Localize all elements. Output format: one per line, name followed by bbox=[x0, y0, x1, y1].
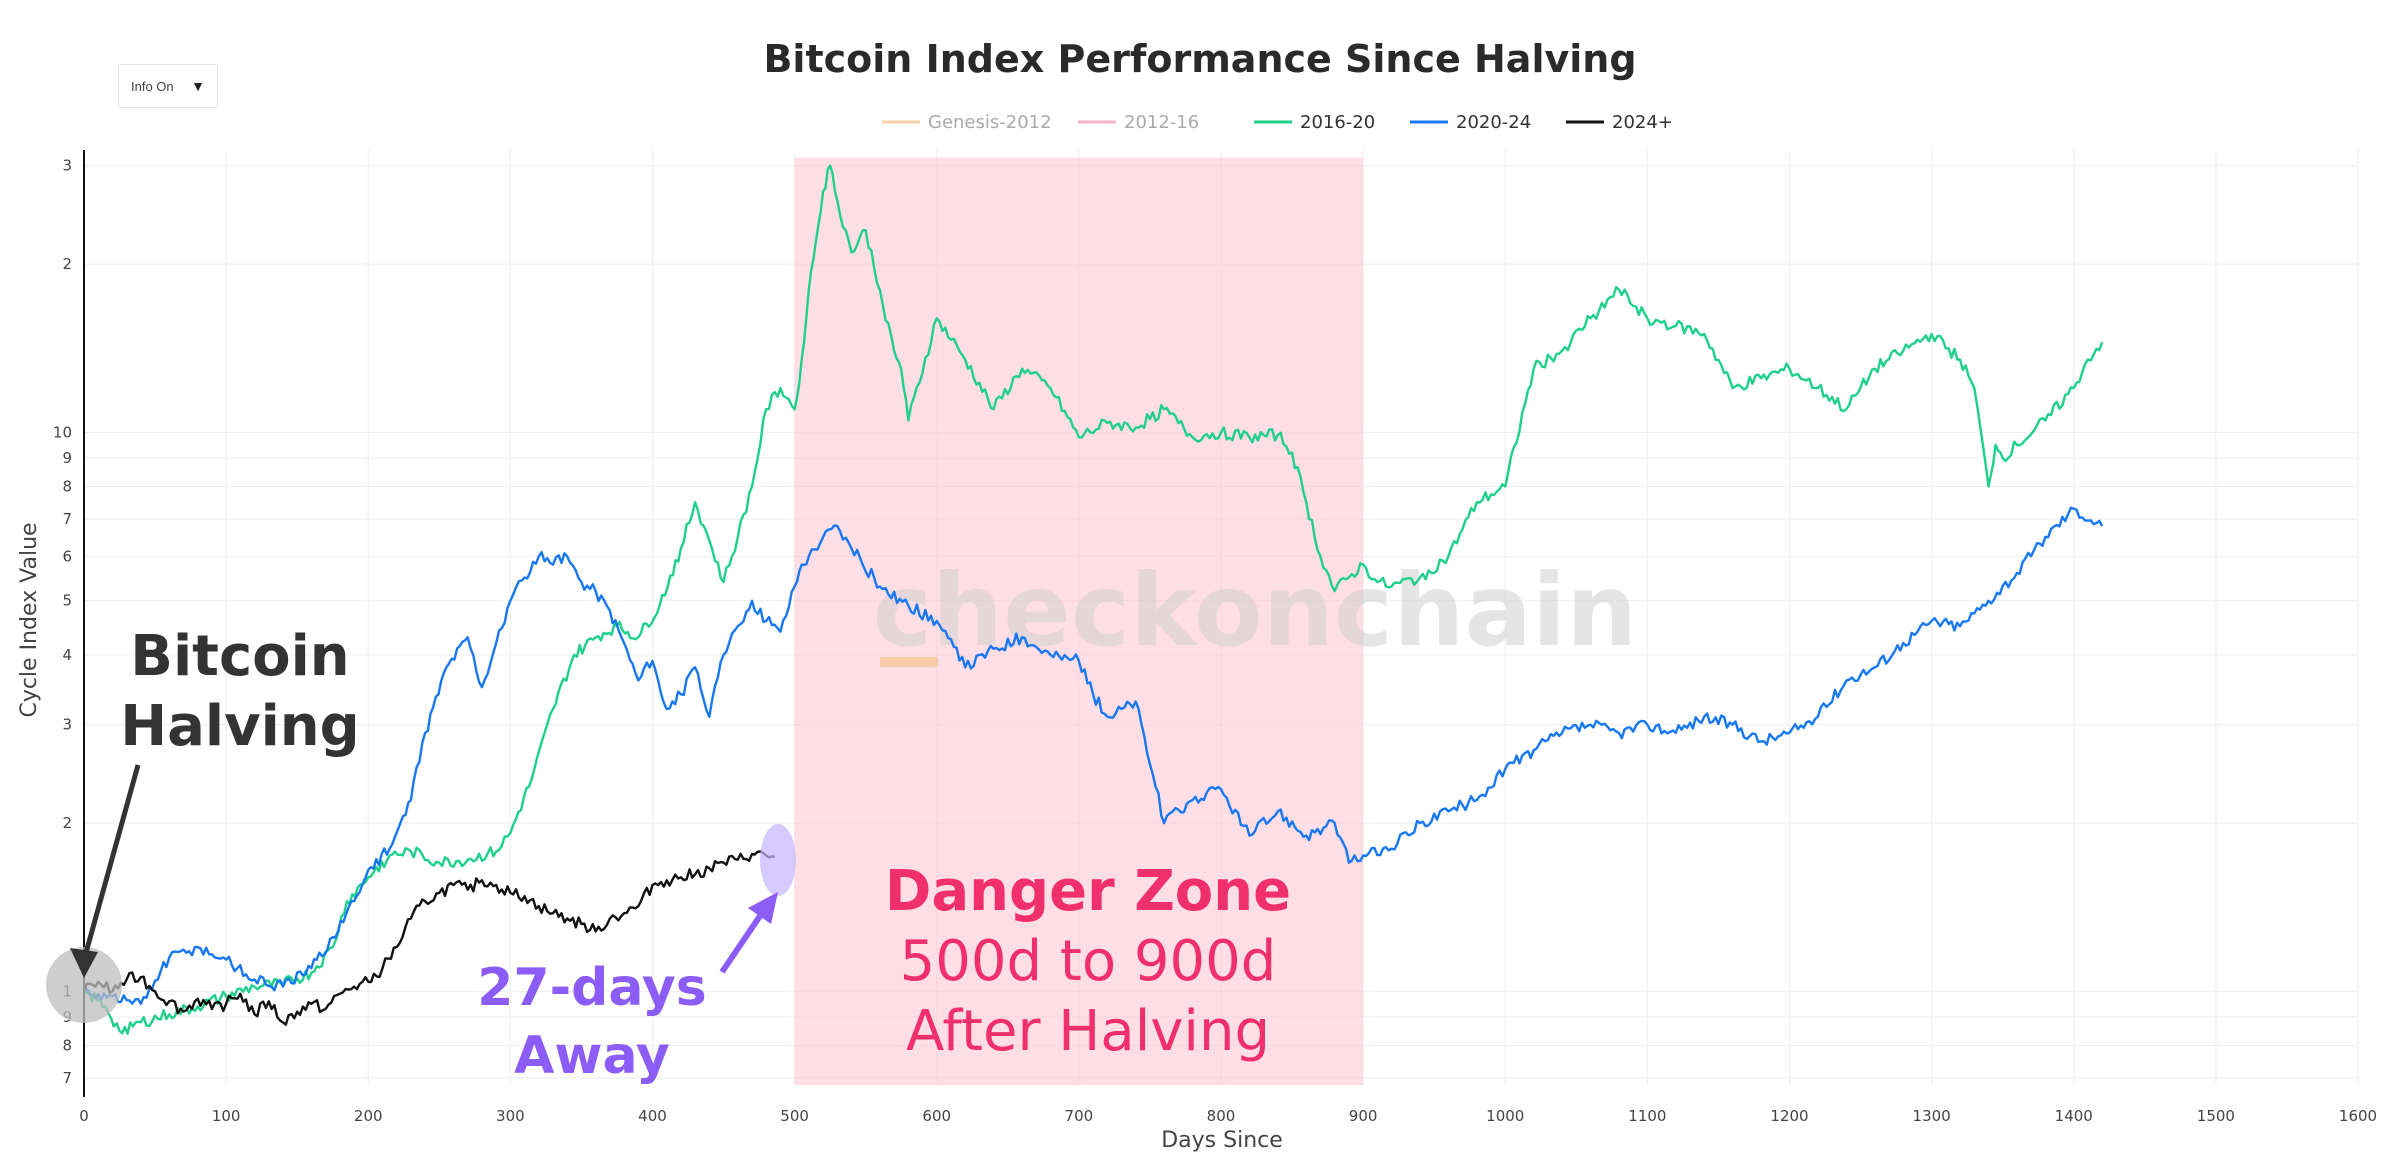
legend-item[interactable]: 2024+ bbox=[1566, 112, 1673, 133]
x-tick-label: 1100 bbox=[1628, 1107, 1666, 1125]
danger-zone-subtitle: After Halving bbox=[906, 999, 1270, 1064]
danger-zone-title: Danger Zone bbox=[885, 859, 1291, 924]
y-tick-label: 8 bbox=[62, 478, 72, 496]
info-toggle-dropdown[interactable]: Info On ▼ bbox=[118, 64, 218, 108]
x-tick-label: 500 bbox=[780, 1107, 809, 1125]
legend-label: 2020-24 bbox=[1456, 112, 1531, 133]
x-tick-label: 200 bbox=[354, 1107, 383, 1125]
legend-label: Genesis-2012 bbox=[928, 112, 1052, 133]
y-tick-label: 7 bbox=[62, 1069, 72, 1087]
x-tick-label: 1300 bbox=[1913, 1107, 1951, 1125]
y-tick-label: 2 bbox=[62, 814, 72, 832]
y-tick-label: 9 bbox=[62, 449, 72, 467]
x-tick-label: 800 bbox=[1207, 1107, 1236, 1125]
y-tick-label: 3 bbox=[62, 157, 72, 175]
y-axis-title: Cycle Index Value bbox=[17, 522, 42, 717]
y-tick-label: 7 bbox=[62, 510, 72, 528]
x-tick-label: 0 bbox=[79, 1107, 89, 1125]
danger-zone-range: 500d to 900d bbox=[900, 929, 1277, 994]
y-tick-label: 3 bbox=[62, 716, 72, 734]
halving-arrowhead bbox=[70, 948, 98, 978]
y-tick-label: 8 bbox=[62, 1037, 72, 1055]
legend-item[interactable]: Genesis-2012 bbox=[882, 112, 1052, 133]
y-tick-label: 5 bbox=[62, 592, 72, 610]
chart-title: Bitcoin Index Performance Since Halving bbox=[763, 37, 1636, 81]
series-line-2016-20 bbox=[83, 164, 2104, 1035]
current-position-marker bbox=[760, 824, 796, 896]
away-arrowhead bbox=[748, 892, 778, 924]
y-tick-label: 4 bbox=[62, 646, 72, 664]
x-axis-title: Days Since bbox=[1161, 1128, 1283, 1153]
halving-marker bbox=[46, 947, 122, 1023]
legend-label: 2016-20 bbox=[1300, 112, 1375, 133]
x-tick-label: 1500 bbox=[2197, 1107, 2235, 1125]
y-tick-label: 2 bbox=[62, 255, 72, 273]
x-tick-label: 1400 bbox=[2055, 1107, 2093, 1125]
x-tick-label: 700 bbox=[1065, 1107, 1094, 1125]
x-tick-label: 600 bbox=[922, 1107, 951, 1125]
legend-item[interactable]: 2016-20 bbox=[1254, 112, 1375, 133]
halving-label-line2: Halving bbox=[120, 694, 360, 759]
halving-label-line1: Bitcoin bbox=[130, 624, 349, 689]
info-toggle-label: Info On bbox=[131, 78, 174, 94]
x-tick-label: 100 bbox=[212, 1107, 241, 1125]
legend-item[interactable]: 2020-24 bbox=[1410, 112, 1531, 133]
legend-label: 2012-16 bbox=[1124, 112, 1199, 133]
watermark-logo-dash bbox=[880, 657, 938, 667]
legend-item[interactable]: 2012-16 bbox=[1078, 112, 1199, 133]
x-tick-label: 900 bbox=[1349, 1107, 1378, 1125]
halving-arrow bbox=[81, 764, 141, 961]
danger-zone-band bbox=[794, 157, 1364, 1086]
legend: Genesis-2012 2012-16 2016-20 2020-24 2024+ bbox=[882, 112, 1673, 133]
x-tick-label: 1200 bbox=[1770, 1107, 1808, 1125]
x-tick-label: 1600 bbox=[2339, 1107, 2377, 1125]
chevron-down-icon: ▼ bbox=[191, 78, 205, 94]
x-tick-label: 400 bbox=[638, 1107, 667, 1125]
away-label-line1: 27-days bbox=[477, 958, 707, 1018]
legend-label: 2024+ bbox=[1612, 112, 1673, 133]
y-ticks: 7891234567891023 bbox=[53, 157, 72, 1087]
y-tick-label: 6 bbox=[62, 547, 72, 565]
series-line-2024- bbox=[82, 850, 775, 1026]
away-arrow bbox=[719, 908, 767, 974]
x-tick-label: 1000 bbox=[1486, 1107, 1524, 1125]
y-tick-label: 10 bbox=[53, 423, 72, 441]
x-tick-label: 300 bbox=[496, 1107, 525, 1125]
series-line-2020-24 bbox=[83, 506, 2104, 1005]
series-group bbox=[82, 164, 2104, 1035]
away-label-line2: Away bbox=[514, 1026, 670, 1086]
x-ticks: 0 100 200 300 400 500 600 700 800 900 1000 1100 1200… bbox=[79, 1107, 2377, 1125]
